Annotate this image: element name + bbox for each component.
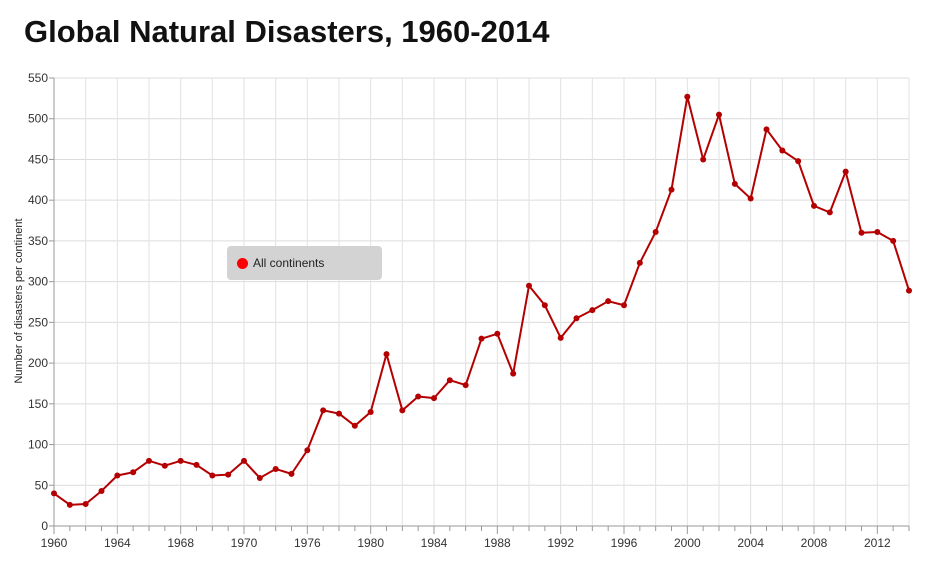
- y-tick-label: 350: [28, 234, 48, 248]
- data-point: [304, 447, 311, 454]
- data-point: [193, 461, 200, 468]
- data-point: [256, 474, 263, 481]
- y-tick-label: 100: [28, 438, 48, 452]
- data-point: [225, 471, 232, 478]
- data-point: [161, 462, 168, 469]
- data-point: [826, 209, 833, 216]
- series-all-continents: [51, 93, 912, 508]
- data-point: [842, 168, 849, 175]
- x-tick-label: 1984: [421, 536, 448, 550]
- data-point: [320, 407, 327, 414]
- y-axis-title: Number of disasters per continent: [13, 218, 25, 383]
- data-point: [383, 351, 390, 358]
- y-tick-label: 500: [28, 112, 48, 126]
- x-tick-label: 1960: [41, 536, 68, 550]
- data-point: [589, 307, 596, 314]
- data-point: [446, 377, 453, 384]
- x-tick-label: 2004: [737, 536, 764, 550]
- y-tick-label: 450: [28, 152, 48, 166]
- data-point: [763, 126, 770, 133]
- data-point: [399, 407, 406, 414]
- data-point: [526, 282, 532, 289]
- tick-labels: 0 50 100 150 200 250 300 350 400 450 500 550 1960 196…: [28, 71, 891, 550]
- x-tick-label: 1970: [231, 536, 258, 550]
- data-point: [858, 229, 865, 236]
- data-point: [130, 469, 137, 476]
- y-tick-label: 50: [35, 478, 49, 492]
- data-point: [367, 408, 374, 415]
- data-point: [890, 237, 897, 244]
- y-tick-label: 200: [28, 356, 48, 370]
- data-point: [431, 395, 437, 402]
- y-tick-label: 300: [28, 275, 48, 289]
- x-tick-label: 1980: [357, 536, 384, 550]
- data-point: [621, 302, 627, 309]
- y-tick-label: 150: [28, 397, 48, 411]
- data-point: [874, 228, 881, 235]
- data-point: [716, 111, 722, 118]
- chart-title: Global Natural Disasters, 1960-2014: [24, 14, 550, 49]
- data-point: [906, 287, 912, 294]
- data-point: [462, 382, 469, 389]
- data-point: [146, 457, 152, 464]
- x-tick-label: 2008: [801, 536, 828, 550]
- data-point: [494, 330, 501, 337]
- y-tick-label: 0: [41, 519, 48, 533]
- data-point: [478, 335, 485, 342]
- data-point: [541, 302, 548, 309]
- data-point: [811, 202, 817, 209]
- data-point: [82, 501, 89, 508]
- legend[interactable]: All continents: [227, 246, 382, 280]
- data-point: [747, 195, 754, 202]
- data-point: [272, 465, 279, 472]
- data-point: [66, 501, 73, 508]
- data-point: [636, 259, 643, 266]
- x-tick-label: 1964: [104, 536, 131, 550]
- data-point: [336, 410, 342, 417]
- data-point: [114, 472, 121, 479]
- legend-label: All continents: [253, 256, 325, 270]
- y-tick-label: 400: [28, 193, 48, 207]
- data-point: [98, 487, 105, 494]
- data-point: [573, 315, 580, 322]
- x-tick-label: 1968: [167, 536, 194, 550]
- data-point: [684, 93, 691, 100]
- data-point: [177, 457, 184, 464]
- data-point: [510, 370, 517, 377]
- data-point: [779, 147, 786, 154]
- x-tick-label: 1988: [484, 536, 511, 550]
- axes: [49, 77, 910, 534]
- data-point: [668, 186, 675, 193]
- legend-marker: [237, 257, 248, 269]
- data-point: [241, 457, 247, 464]
- x-tick-label: 1976: [294, 536, 321, 550]
- data-point: [557, 334, 564, 341]
- data-point: [209, 472, 216, 479]
- y-tick-label: 550: [28, 71, 48, 85]
- data-point: [652, 228, 659, 235]
- data-point: [795, 158, 802, 165]
- series-line: [53, 95, 910, 506]
- data-point: [51, 490, 57, 497]
- x-tick-label: 1996: [611, 536, 638, 550]
- x-tick-label: 2000: [674, 536, 701, 550]
- y-tick-label: 250: [28, 315, 48, 329]
- x-tick-label: 1992: [547, 536, 574, 550]
- data-point: [351, 422, 358, 429]
- data-point: [288, 470, 295, 477]
- data-point: [700, 156, 707, 163]
- data-point: [605, 298, 612, 305]
- data-point: [415, 393, 422, 400]
- data-point: [731, 180, 738, 187]
- x-tick-label: 2012: [864, 536, 891, 550]
